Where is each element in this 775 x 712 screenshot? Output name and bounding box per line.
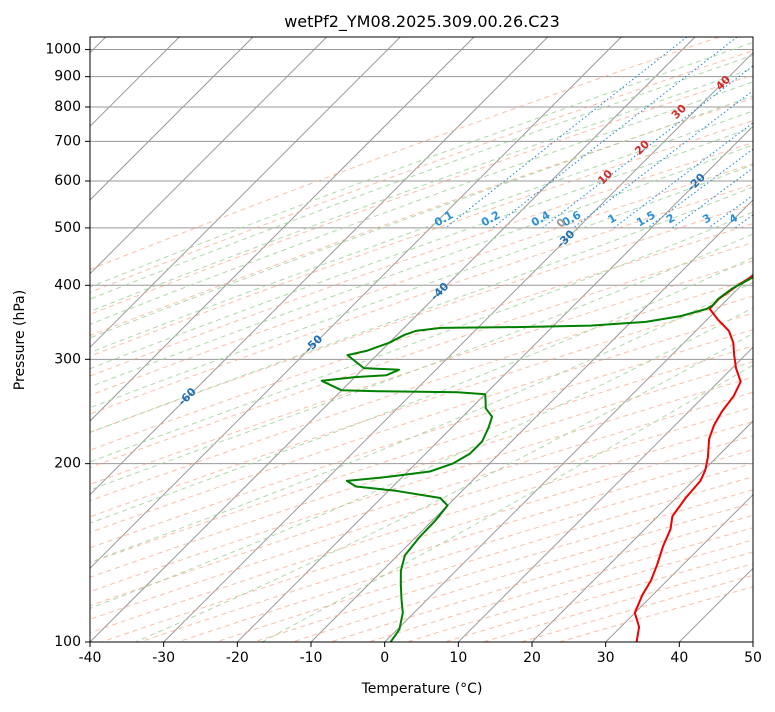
y-tick-label: 800 (54, 99, 81, 115)
x-tick-label: -10 (300, 650, 323, 666)
y-tick-label: 600 (54, 173, 81, 189)
x-tick-label: -20 (226, 650, 249, 666)
y-tick-label: 500 (54, 220, 81, 236)
y-tick-label: 300 (54, 351, 81, 367)
x-tick-label: 10 (449, 650, 467, 666)
y-tick-label: 700 (54, 133, 81, 149)
x-tick-label: -40 (79, 650, 102, 666)
x-axis-label: Temperature (°C) (361, 681, 483, 697)
y-axis-label: Pressure (hPa) (12, 290, 28, 390)
y-tick-label: 100 (54, 634, 81, 650)
y-tick-label: 900 (54, 69, 81, 85)
chart-title: wetPf2_YM08.2025.309.00.26.C23 (284, 12, 560, 32)
x-tick-label: 20 (523, 650, 541, 666)
y-tick-label: 1000 (45, 42, 81, 58)
x-tick-label: 0 (380, 650, 389, 666)
x-tick-label: 40 (670, 650, 688, 666)
x-tick-label: -30 (152, 650, 175, 666)
y-tick-label: 400 (54, 277, 81, 293)
x-tick-label: 30 (597, 650, 615, 666)
x-tick-label: 50 (744, 650, 762, 666)
y-tick-label: 200 (54, 456, 81, 472)
